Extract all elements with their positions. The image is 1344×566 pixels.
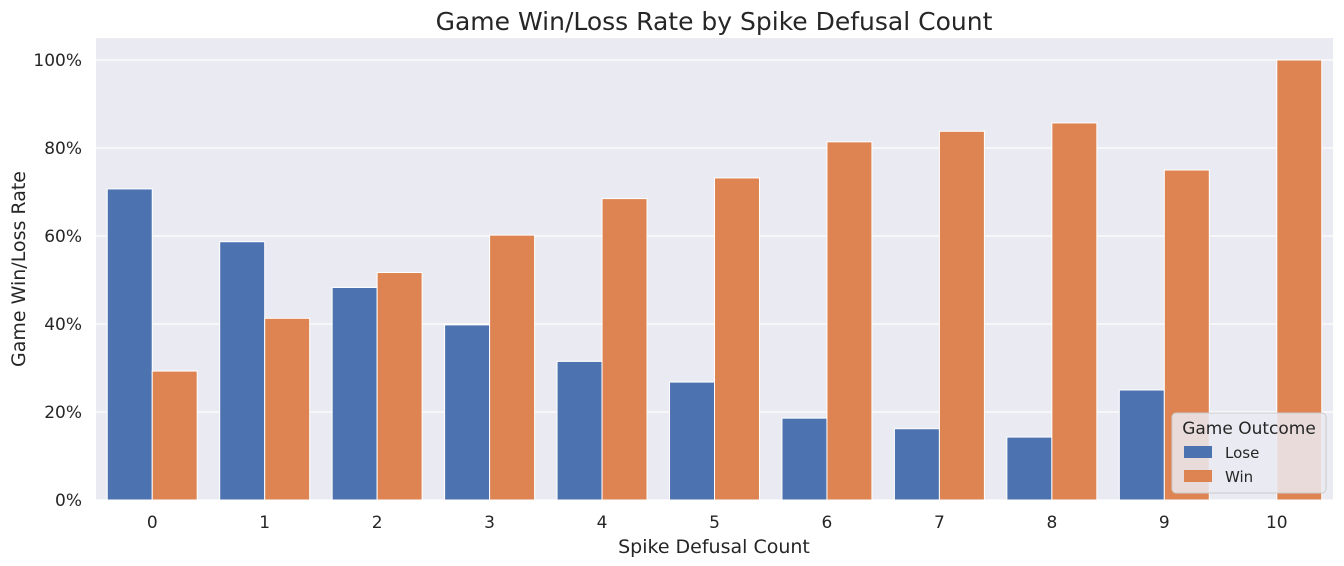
legend-title: Game Outcome bbox=[1182, 419, 1316, 439]
bar-win-4 bbox=[601, 198, 648, 501]
bar-win-7 bbox=[938, 130, 985, 501]
legend-label-win: Win bbox=[1225, 468, 1253, 486]
bar-lose-2 bbox=[331, 286, 378, 501]
bar-win-0 bbox=[151, 370, 198, 501]
legend-swatch-lose bbox=[1184, 446, 1212, 458]
x-tick-label: 1 bbox=[259, 513, 270, 533]
x-tick-labels: 0 1 2 3 4 5 6 7 8 9 10 bbox=[147, 513, 1288, 533]
x-axis-label: Spike Defusal Count bbox=[618, 536, 810, 558]
bar-win-8 bbox=[1051, 122, 1098, 501]
bar-lose-3 bbox=[444, 324, 491, 501]
bar-lose-6 bbox=[781, 417, 828, 501]
bar-lose-1 bbox=[219, 241, 266, 501]
bar-lose-7 bbox=[893, 428, 940, 501]
bar-lose-0 bbox=[106, 188, 153, 501]
bar-win-3 bbox=[489, 234, 536, 501]
y-tick-label: 60% bbox=[44, 227, 82, 247]
x-tick-label: 0 bbox=[147, 513, 158, 533]
chart-title: Game Win/Loss Rate by Spike Defusal Coun… bbox=[436, 7, 993, 36]
x-tick-label: 7 bbox=[934, 513, 945, 533]
bar-win-2 bbox=[376, 272, 423, 501]
bar-win-6 bbox=[826, 141, 873, 501]
bar-lose-4 bbox=[556, 360, 603, 501]
x-tick-label: 4 bbox=[597, 513, 608, 533]
y-tick-label: 100% bbox=[33, 51, 82, 71]
x-tick-label: 5 bbox=[709, 513, 720, 533]
bar-lose-5 bbox=[669, 381, 716, 501]
y-tick-label: 80% bbox=[44, 139, 82, 159]
bar-win-1 bbox=[264, 317, 311, 501]
y-axis-label: Game Win/Loss Rate bbox=[8, 171, 30, 367]
x-tick-label: 8 bbox=[1046, 513, 1057, 533]
bars bbox=[106, 59, 1323, 501]
x-tick-label: 10 bbox=[1266, 513, 1288, 533]
x-tick-label: 2 bbox=[372, 513, 383, 533]
legend-swatch-win bbox=[1184, 470, 1212, 482]
y-tick-label: 20% bbox=[44, 403, 82, 423]
bar-win-5 bbox=[714, 177, 760, 501]
x-tick-label: 6 bbox=[822, 513, 833, 533]
y-tick-label: 40% bbox=[44, 315, 82, 335]
bar-lose-9 bbox=[1118, 389, 1165, 501]
y-tick-labels: 0% 20% 40% 60% 80% 100% bbox=[33, 51, 82, 511]
legend-label-lose: Lose bbox=[1225, 444, 1259, 462]
x-tick-label: 3 bbox=[484, 513, 495, 533]
y-tick-label: 0% bbox=[55, 491, 82, 511]
bar-lose-8 bbox=[1006, 436, 1053, 501]
x-tick-label: 9 bbox=[1159, 513, 1170, 533]
legend: Game Outcome Lose Win bbox=[1171, 412, 1327, 494]
